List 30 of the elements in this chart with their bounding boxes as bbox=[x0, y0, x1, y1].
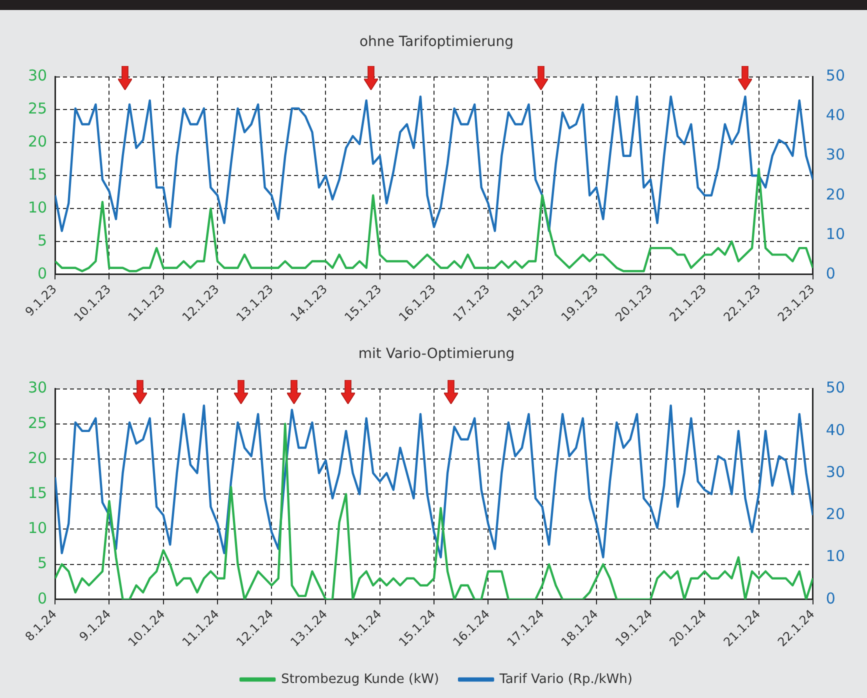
y-tick-label: 10 bbox=[28, 519, 48, 538]
y2-tick-label: 40 bbox=[826, 106, 846, 124]
y-tick-label: 20 bbox=[28, 448, 48, 467]
y-tick-label: 15 bbox=[28, 166, 48, 184]
y-tick-label: 0 bbox=[38, 264, 48, 282]
y-tick-label: 5 bbox=[38, 231, 48, 250]
y2-tick-label: 30 bbox=[826, 462, 846, 481]
y-tick-label: 30 bbox=[28, 66, 48, 85]
y2-tick-label: 10 bbox=[826, 224, 846, 243]
y-tick-label: 5 bbox=[38, 554, 48, 572]
chart-title: ohne Tarifoptimierung bbox=[359, 34, 514, 50]
y2-tick-label: 50 bbox=[826, 378, 846, 397]
y2-tick-label: 10 bbox=[826, 547, 846, 566]
y-tick-label: 10 bbox=[28, 198, 48, 216]
y-tick-label: 0 bbox=[38, 589, 48, 608]
legend-label: Strombezug Kunde (kW) bbox=[281, 672, 440, 687]
y2-tick-label: 50 bbox=[826, 66, 846, 85]
chart-title: mit Vario-Optimierung bbox=[358, 346, 515, 362]
y2-tick-label: 30 bbox=[826, 146, 846, 164]
y2-tick-label: 0 bbox=[826, 264, 836, 282]
y2-tick-label: 40 bbox=[826, 420, 846, 439]
y-tick-label: 15 bbox=[28, 484, 48, 502]
y2-tick-label: 20 bbox=[826, 185, 846, 204]
y2-tick-label: 0 bbox=[826, 589, 836, 608]
y-tick-label: 25 bbox=[28, 100, 48, 118]
y-tick-label: 20 bbox=[28, 132, 48, 151]
y-tick-label: 25 bbox=[28, 414, 48, 432]
y2-tick-label: 20 bbox=[826, 505, 846, 524]
y-tick-label: 30 bbox=[28, 378, 48, 397]
legend-label: Tarif Vario (Rp./kWh) bbox=[498, 672, 632, 687]
